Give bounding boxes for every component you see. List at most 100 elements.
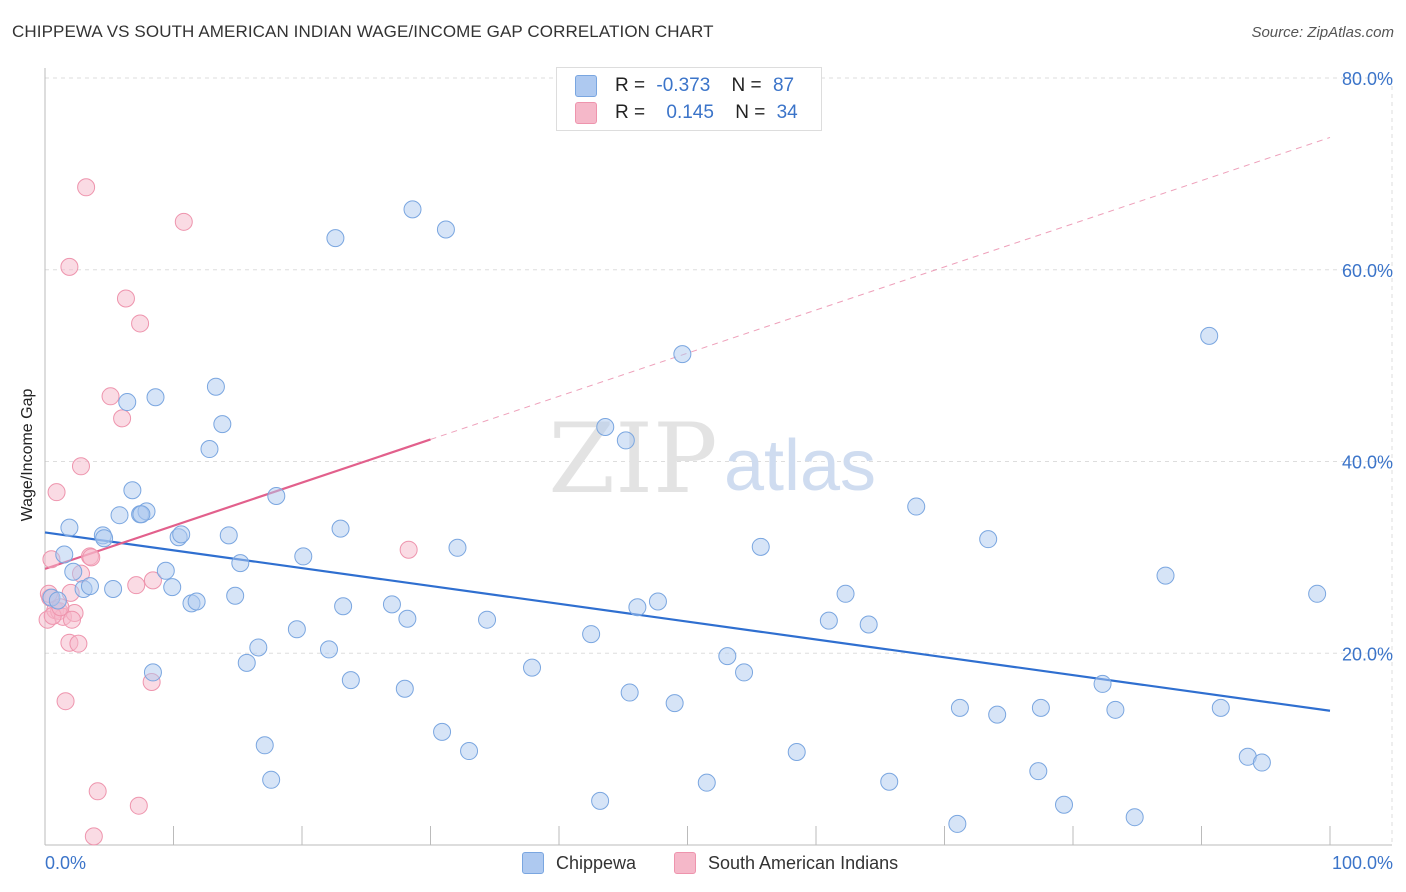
legend-item-south-american-indians[interactable]: South American Indians	[674, 852, 898, 874]
legend-r-value: 0.145	[666, 102, 714, 123]
watermark-atlas: atlas	[724, 426, 876, 506]
legend-swatch-pink	[575, 102, 597, 124]
chippewa-point	[979, 530, 998, 549]
chippewa-point	[950, 698, 969, 717]
chippewa-point	[448, 538, 467, 557]
south-american-indians-point	[116, 289, 135, 308]
chippewa-point	[836, 584, 855, 603]
legend-r-value: -0.373	[656, 75, 711, 96]
chippewa-point	[1156, 566, 1175, 585]
chippewa-point	[60, 518, 79, 537]
chippewa-point	[395, 679, 414, 698]
legend-n-label: N =	[735, 102, 766, 123]
chippewa-point	[231, 554, 250, 573]
legend-n-value: 87	[772, 75, 795, 96]
chippewa-point	[341, 671, 360, 690]
chippewa-point	[697, 773, 716, 792]
south-american-indians-point	[47, 483, 66, 502]
south-american-indians-point	[174, 212, 193, 231]
chippewa-point	[55, 545, 74, 564]
chippewa-point	[237, 653, 256, 672]
chippewa-point	[718, 647, 737, 666]
chippewa-point	[262, 770, 281, 789]
source-label: Source: ZipAtlas.com	[1251, 24, 1394, 41]
south-american-indians-point	[88, 782, 107, 801]
chippewa-point	[673, 345, 692, 364]
chippewa-point	[1200, 326, 1219, 345]
chippewa-point	[988, 705, 1007, 724]
chippewa-point	[1031, 698, 1050, 717]
south-american-indians-point	[113, 409, 132, 428]
chippewa-point	[187, 592, 206, 611]
south-american-indians-label: South American Indians	[708, 852, 899, 873]
legend-item-chippewa[interactable]: Chippewa	[522, 852, 636, 874]
chippewa-point	[163, 578, 182, 597]
chippewa-point	[48, 591, 67, 610]
x-tick-label: 0.0%	[45, 853, 86, 873]
chippewa-point	[123, 481, 142, 500]
south-american-indians-trend-extension	[430, 136, 1331, 440]
legend-r-label: R =	[615, 102, 646, 123]
chippewa-point	[64, 562, 83, 581]
y-tick-label: 80.0%	[1342, 69, 1393, 89]
south-american-indians-point	[77, 178, 96, 197]
chippewa-point	[907, 497, 926, 516]
chippewa-point	[1211, 698, 1230, 717]
chippewa-point	[787, 743, 806, 762]
chippewa-point	[249, 638, 268, 657]
chippewa-point	[255, 736, 274, 755]
chippewa-point	[334, 597, 353, 616]
chippewa-point	[436, 220, 455, 239]
y-tick-label: 60.0%	[1342, 261, 1393, 281]
south-american-indians-swatch	[674, 852, 696, 874]
chippewa-point	[95, 529, 114, 548]
chippewa-point	[382, 595, 401, 614]
chippewa-point	[628, 598, 647, 617]
legend-r-label: R =	[615, 75, 646, 96]
legend-text-row1: R = -0.373 N = 87	[615, 75, 794, 97]
legend-n-label: N =	[731, 75, 762, 96]
chippewa-point	[294, 547, 313, 566]
chippewa-point	[104, 580, 123, 599]
chippewa-point	[403, 200, 422, 219]
legend-swatch-blue	[575, 75, 597, 97]
south-american-indians-point	[69, 634, 88, 653]
chippewa-point	[1252, 753, 1271, 772]
gridlines	[45, 77, 1393, 845]
y-tick-label: 40.0%	[1342, 453, 1393, 473]
chippewa-point	[1125, 808, 1144, 827]
south-american-indians-trend-line	[44, 438, 431, 570]
south-american-indians-point	[82, 548, 101, 567]
chippewa-point	[132, 505, 151, 524]
chippewa-point	[172, 525, 191, 544]
chippewa-point	[648, 592, 667, 611]
legend-n-value: 34	[776, 102, 798, 123]
trend-lines	[44, 136, 1331, 712]
south-american-indians-point	[127, 576, 146, 595]
series-legend: Chippewa South American Indians	[0, 852, 1406, 878]
chippewa-point	[146, 388, 165, 407]
chippewa-point	[1055, 795, 1074, 814]
chippewa-point	[819, 611, 838, 630]
chippewa-point	[267, 487, 286, 506]
south-american-indians-point	[129, 796, 148, 815]
chippewa-trend-line	[44, 531, 1331, 712]
south-american-indians-point	[143, 571, 162, 590]
chippewa-point	[1093, 674, 1112, 693]
chippewa-swatch	[522, 852, 544, 874]
south-american-indians-point	[56, 692, 75, 711]
chippewa-point	[226, 586, 245, 605]
chippewa-point	[326, 229, 345, 248]
chippewa-point	[620, 683, 639, 702]
chippewa-point	[80, 577, 99, 596]
chippewa-point	[735, 663, 754, 682]
chippewa-point	[948, 814, 967, 833]
chippewa-point	[1106, 700, 1125, 719]
chippewa-point	[287, 620, 306, 639]
y-tick-label: 20.0%	[1342, 644, 1393, 664]
chart-title: CHIPPEWA VS SOUTH AMERICAN INDIAN WAGE/I…	[12, 22, 714, 41]
chippewa-point	[156, 561, 175, 580]
chippewa-point	[478, 610, 497, 629]
chippewa-point	[200, 440, 219, 459]
chippewa-point	[859, 615, 878, 634]
